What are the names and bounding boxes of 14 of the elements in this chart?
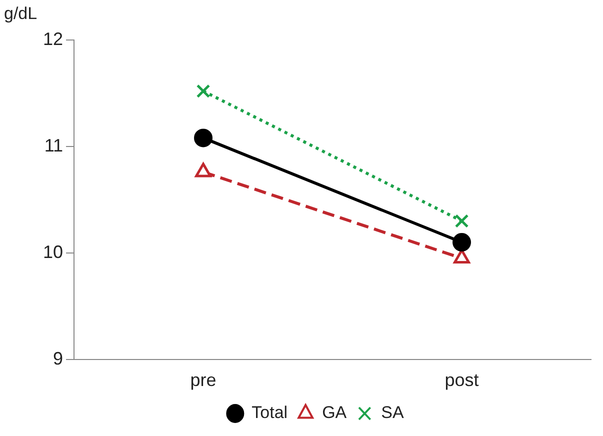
x-tick-label: post bbox=[444, 370, 479, 390]
point bbox=[454, 214, 469, 228]
legend-label: Total bbox=[252, 403, 288, 422]
point bbox=[452, 233, 472, 252]
y-tick-label: 10 bbox=[42, 242, 64, 262]
legend-label: GA bbox=[322, 403, 348, 422]
point bbox=[194, 128, 213, 148]
y-axis-title: g/dL bbox=[4, 4, 38, 24]
x-tick-label: pre bbox=[190, 370, 216, 390]
point bbox=[196, 84, 210, 98]
legend-label: SA bbox=[381, 403, 404, 422]
y-tick-label: 11 bbox=[44, 135, 64, 156]
y-tick-label: 12 bbox=[42, 28, 64, 49]
y-tick-label: 9 bbox=[53, 348, 64, 368]
